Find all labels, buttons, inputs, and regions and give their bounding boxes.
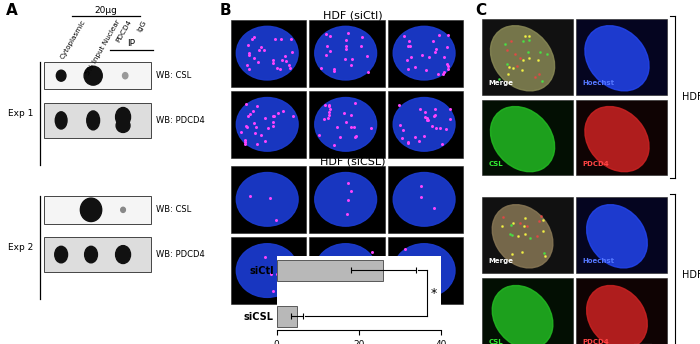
- Bar: [309, 166, 385, 233]
- Ellipse shape: [491, 26, 554, 91]
- Text: B: B: [220, 3, 231, 19]
- Text: Hoechst: Hoechst: [583, 258, 615, 264]
- Ellipse shape: [491, 107, 554, 172]
- Ellipse shape: [587, 205, 648, 268]
- Ellipse shape: [585, 26, 649, 91]
- Text: HDF (siCtl): HDF (siCtl): [323, 10, 382, 20]
- Bar: [44, 62, 150, 89]
- Bar: [231, 20, 307, 87]
- Bar: [231, 237, 307, 304]
- Bar: [44, 237, 150, 272]
- Text: A: A: [6, 3, 18, 19]
- Text: HDF (siCSL): HDF (siCSL): [320, 157, 385, 166]
- Ellipse shape: [122, 73, 128, 79]
- Ellipse shape: [55, 246, 67, 263]
- Ellipse shape: [55, 112, 67, 129]
- Text: C: C: [475, 3, 486, 19]
- Bar: [276, 306, 297, 327]
- Bar: [388, 91, 463, 158]
- Bar: [309, 91, 385, 158]
- Bar: [388, 166, 463, 233]
- Text: IP: IP: [127, 39, 136, 48]
- Ellipse shape: [315, 98, 377, 151]
- Bar: [482, 278, 573, 344]
- Ellipse shape: [237, 244, 298, 297]
- Ellipse shape: [393, 98, 455, 151]
- Ellipse shape: [315, 173, 377, 226]
- Text: Exp 2: Exp 2: [8, 243, 33, 252]
- Text: 5% Input Nuclear: 5% Input Nuclear: [85, 19, 121, 76]
- Ellipse shape: [393, 173, 455, 226]
- Bar: [44, 196, 150, 224]
- Ellipse shape: [80, 198, 101, 222]
- Text: Hoechst: Hoechst: [583, 80, 615, 86]
- Text: Cytoplasmic: Cytoplasmic: [59, 19, 86, 60]
- Text: WB: CSL: WB: CSL: [156, 71, 191, 80]
- Bar: [576, 100, 667, 175]
- Text: WB: CSL: WB: CSL: [156, 205, 191, 214]
- Text: PDCD4: PDCD4: [583, 339, 610, 344]
- Bar: [44, 103, 150, 138]
- Ellipse shape: [315, 244, 377, 297]
- Ellipse shape: [237, 173, 298, 226]
- Bar: [576, 278, 667, 344]
- Text: Merge: Merge: [489, 80, 513, 86]
- Bar: [309, 237, 385, 304]
- Bar: [388, 237, 463, 304]
- Ellipse shape: [116, 107, 130, 126]
- Ellipse shape: [492, 205, 553, 268]
- Text: Merge: Merge: [489, 258, 513, 264]
- Ellipse shape: [237, 26, 298, 80]
- Text: PDCD4: PDCD4: [115, 19, 132, 44]
- Text: HDF2: HDF2: [682, 270, 700, 280]
- Bar: [231, 166, 307, 233]
- Bar: [482, 19, 573, 95]
- Ellipse shape: [393, 244, 455, 297]
- Bar: [482, 100, 573, 175]
- Text: Exp 1: Exp 1: [8, 109, 34, 118]
- Ellipse shape: [87, 111, 99, 130]
- Bar: [276, 260, 384, 280]
- Ellipse shape: [85, 246, 97, 263]
- Ellipse shape: [56, 70, 66, 81]
- Text: WB: PDCD4: WB: PDCD4: [156, 250, 205, 259]
- Ellipse shape: [116, 119, 130, 132]
- Ellipse shape: [84, 66, 102, 85]
- Ellipse shape: [587, 286, 648, 344]
- Ellipse shape: [237, 98, 298, 151]
- Bar: [388, 20, 463, 87]
- Bar: [576, 197, 667, 272]
- Bar: [309, 20, 385, 87]
- Ellipse shape: [492, 286, 553, 344]
- Ellipse shape: [120, 207, 125, 213]
- Text: HDF1: HDF1: [682, 92, 700, 102]
- Bar: [576, 19, 667, 95]
- Text: PDCD4: PDCD4: [583, 161, 610, 167]
- Text: *: *: [430, 287, 437, 300]
- Ellipse shape: [315, 26, 377, 80]
- Ellipse shape: [116, 246, 130, 264]
- Ellipse shape: [393, 26, 455, 80]
- Bar: [231, 91, 307, 158]
- Text: WB: PDCD4: WB: PDCD4: [156, 116, 205, 125]
- Ellipse shape: [585, 107, 649, 172]
- Text: CSL: CSL: [489, 339, 503, 344]
- Text: IgG: IgG: [136, 19, 147, 33]
- Bar: [482, 197, 573, 272]
- Text: 20μg: 20μg: [94, 7, 118, 15]
- Text: CSL: CSL: [489, 161, 503, 167]
